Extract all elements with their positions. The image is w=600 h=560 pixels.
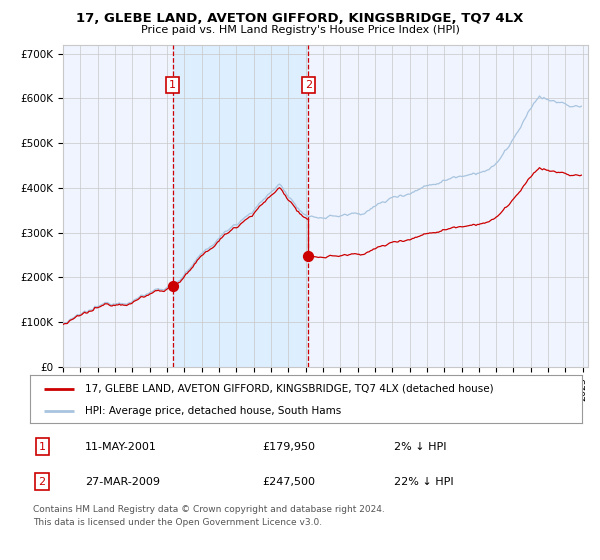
Point [304, 251, 313, 260]
Text: £179,950: £179,950 [262, 442, 315, 451]
Text: 2: 2 [38, 477, 46, 487]
Text: 1: 1 [169, 80, 176, 90]
Bar [173, 45, 308, 367]
Text: Contains HM Land Registry data © Crown copyright and database right 2024.: Contains HM Land Registry data © Crown c… [33, 505, 385, 514]
Text: 11-MAY-2001: 11-MAY-2001 [85, 442, 157, 451]
Text: 2: 2 [305, 80, 312, 90]
Text: This data is licensed under the Open Government Licence v3.0.: This data is licensed under the Open Gov… [33, 518, 322, 527]
Point [168, 282, 178, 291]
Text: 22% ↓ HPI: 22% ↓ HPI [394, 477, 454, 487]
Text: 2% ↓ HPI: 2% ↓ HPI [394, 442, 447, 451]
Text: 1: 1 [38, 442, 46, 451]
Text: HPI: Average price, detached house, South Hams: HPI: Average price, detached house, Sout… [85, 406, 341, 416]
Text: £247,500: £247,500 [262, 477, 315, 487]
Text: 17, GLEBE LAND, AVETON GIFFORD, KINGSBRIDGE, TQ7 4LX (detached house): 17, GLEBE LAND, AVETON GIFFORD, KINGSBRI… [85, 384, 494, 394]
Text: 27-MAR-2009: 27-MAR-2009 [85, 477, 160, 487]
Text: 17, GLEBE LAND, AVETON GIFFORD, KINGSBRIDGE, TQ7 4LX: 17, GLEBE LAND, AVETON GIFFORD, KINGSBRI… [76, 12, 524, 25]
Text: Price paid vs. HM Land Registry's House Price Index (HPI): Price paid vs. HM Land Registry's House … [140, 25, 460, 35]
